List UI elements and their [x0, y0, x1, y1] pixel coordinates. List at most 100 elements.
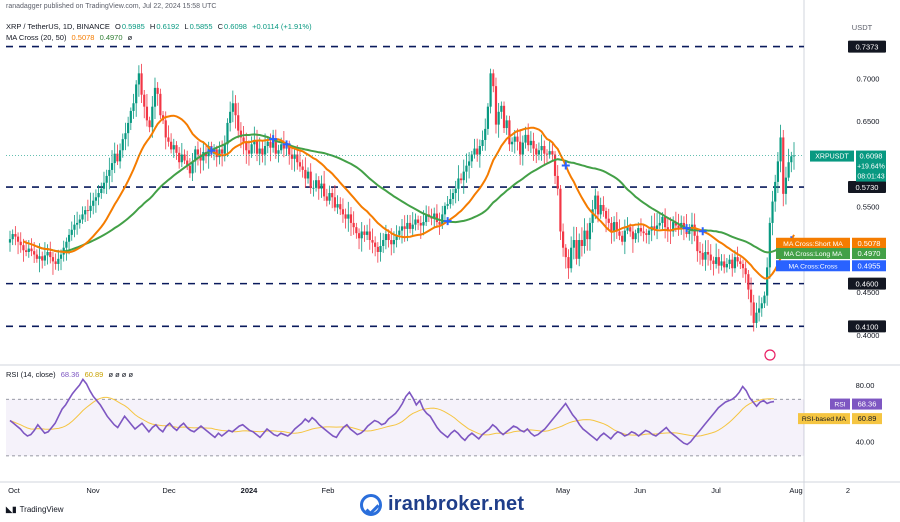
level-label-text: 0.5730	[856, 183, 879, 192]
symbol-tag	[810, 150, 854, 162]
candle-body	[731, 259, 734, 269]
candle-body	[435, 213, 439, 223]
ma-indicator-line[interactable]: MA Cross (20, 50) 0.5078 0.4970 ø	[6, 33, 135, 42]
candle-body	[583, 230, 586, 247]
candle-body	[752, 302, 755, 323]
candle-body	[551, 151, 554, 155]
candle-body	[548, 151, 551, 155]
candle-body	[476, 148, 479, 155]
ma-cross-marker	[282, 140, 291, 149]
candle-body	[459, 178, 463, 181]
candle-body	[757, 308, 761, 313]
candle-body	[113, 153, 116, 164]
candle-body	[559, 188, 562, 232]
candle-body	[733, 257, 737, 269]
candle-body	[647, 230, 651, 235]
candle-body	[408, 222, 412, 229]
candle-body	[33, 251, 36, 255]
candle-body	[712, 260, 715, 264]
time-tick-label: Aug	[789, 486, 802, 495]
candle-body	[43, 255, 47, 261]
candle-body	[65, 241, 68, 248]
rsi-indicator-line[interactable]: RSI (14, close) 68.36 60.89 ø ø ø ø	[6, 370, 136, 379]
price-tick-label: 0.4500	[857, 288, 880, 297]
candle-body	[84, 210, 87, 215]
candle-body	[417, 219, 420, 223]
candle-body	[701, 252, 704, 260]
candle-body	[658, 222, 661, 226]
candle-body	[776, 161, 779, 182]
candle-body	[403, 226, 406, 229]
ma-tag-value: 0.4970	[858, 249, 881, 258]
candle-body	[167, 137, 170, 142]
ma-tag-label-bg	[776, 237, 850, 249]
rsi-based-value: 60.89	[84, 370, 104, 379]
candle-body	[365, 231, 369, 235]
candle-body	[529, 140, 532, 146]
candle-body	[314, 180, 318, 188]
candle-body	[261, 148, 264, 155]
candle-body	[653, 226, 656, 229]
candle-body	[355, 227, 358, 234]
candle-body	[570, 247, 573, 269]
candle-body	[524, 134, 527, 143]
rsi-tick-label: 80.00	[856, 381, 875, 390]
candle-body	[553, 154, 557, 176]
candle-body	[451, 193, 455, 199]
candle-body	[739, 261, 742, 264]
candle-body	[481, 140, 484, 146]
candle-body	[790, 156, 793, 163]
candle-body	[180, 154, 183, 163]
candle-body	[226, 122, 229, 145]
candle-body	[537, 150, 541, 155]
candle-body	[255, 140, 259, 154]
candle-body	[513, 136, 516, 142]
candle-body	[406, 222, 409, 229]
candle-body	[602, 204, 605, 211]
candle-body	[741, 263, 745, 269]
candle-body	[339, 204, 342, 210]
candle-body	[274, 140, 277, 154]
ma-short-line	[22, 114, 795, 280]
candle-body	[258, 148, 261, 154]
candle-body	[250, 144, 253, 154]
rsi-ma-line	[9, 396, 774, 437]
candle-body	[505, 120, 508, 129]
candle-body	[486, 106, 490, 129]
time-tick-label: Nov	[86, 486, 100, 495]
candle-body	[175, 145, 178, 153]
candle-body	[736, 257, 739, 262]
event-icon	[764, 349, 776, 361]
candle-body	[49, 251, 52, 258]
candle-body	[156, 87, 159, 94]
candle-body	[596, 195, 600, 215]
candle-body	[419, 222, 422, 226]
candle-body	[728, 259, 731, 264]
symbol-tag-text: XRPUSDT	[815, 154, 849, 161]
time-tick-label: 2	[846, 486, 850, 495]
candle-body	[510, 141, 514, 145]
candle-body	[132, 103, 135, 111]
candle-body	[253, 140, 256, 145]
main-pane	[6, 12, 804, 352]
tradingview-logo[interactable]: ◣▮ TradingView	[6, 505, 64, 514]
symbol-name[interactable]: XRP / TetherUS, 1D, BINANCE	[6, 22, 110, 31]
candle-body	[749, 289, 753, 303]
candle-body	[70, 229, 73, 235]
candle-body	[266, 141, 269, 146]
candle-body	[121, 139, 124, 151]
candle-body	[325, 196, 328, 201]
candle-body	[449, 198, 452, 205]
candle-body	[46, 251, 49, 256]
candle-body	[540, 145, 543, 151]
ma-tag-label: MA Cross:Short MA	[783, 241, 843, 248]
candle-body	[137, 73, 140, 85]
candle-body	[218, 149, 221, 158]
publisher-line: ranadagger published on TradingView.com,…	[6, 3, 217, 10]
candle-body	[438, 222, 441, 225]
rsi-tag-value: 60.89	[858, 414, 877, 423]
candle-body	[129, 110, 132, 123]
candle-body	[696, 235, 699, 252]
time-tick-label: Feb	[322, 486, 335, 495]
candle-body	[454, 188, 457, 194]
